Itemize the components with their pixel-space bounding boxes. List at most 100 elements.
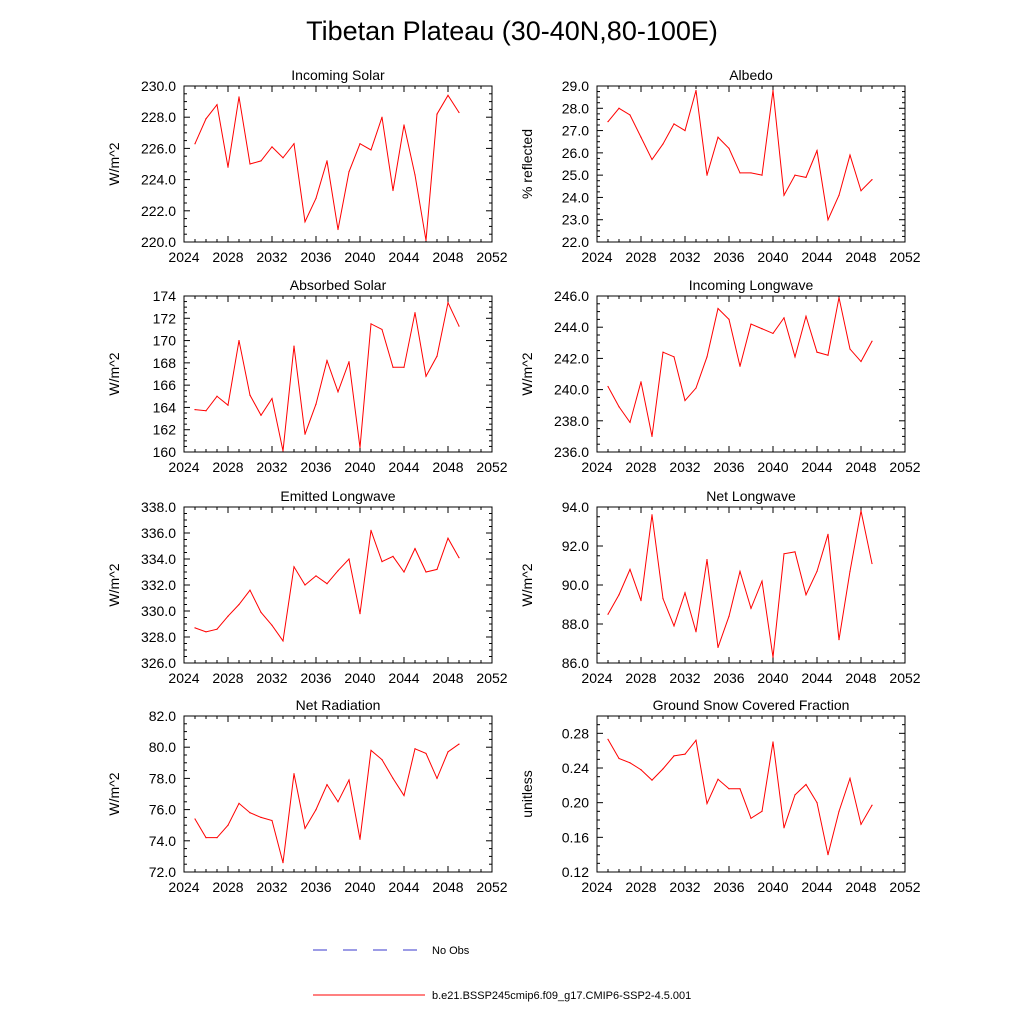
- y-axis-label: W/m^2: [106, 772, 122, 815]
- data-point: [860, 823, 862, 825]
- data-point: [838, 810, 840, 812]
- data-point: [370, 323, 372, 325]
- y-tick-label: 90.0: [562, 577, 589, 593]
- data-point: [315, 575, 317, 577]
- series-line: [194, 743, 460, 863]
- panel-title: Incoming Longwave: [689, 277, 814, 293]
- data-point: [871, 340, 873, 342]
- data-point: [860, 190, 862, 192]
- data-point: [794, 174, 796, 176]
- y-tick-label: 238.0: [554, 413, 589, 429]
- y-tick-label: 172: [153, 310, 177, 326]
- data-point: [227, 824, 229, 826]
- series-line: [607, 90, 873, 222]
- data-point: [717, 136, 719, 138]
- data-point: [205, 631, 207, 633]
- data-point: [238, 339, 240, 342]
- data-point: [717, 646, 719, 649]
- y-axis-label: W/m^2: [519, 563, 535, 606]
- y-tick-label: 88.0: [562, 616, 589, 632]
- data-point: [783, 553, 785, 555]
- data-point: [772, 741, 774, 743]
- data-point: [838, 639, 840, 641]
- data-point: [706, 559, 708, 561]
- series-line: [607, 510, 873, 658]
- x-tick-label: 2044: [388, 249, 419, 265]
- plot-frame: [183, 85, 493, 243]
- data-point: [392, 366, 394, 368]
- y-tick-label: 0.16: [562, 829, 589, 845]
- x-tick-label: 2052: [476, 670, 507, 686]
- data-point: [227, 166, 229, 168]
- legend-model-label: b.e21.BSSP245cmip6.f09_g17.CMIP6-SSP2-4.…: [432, 990, 691, 1002]
- data-point: [607, 385, 609, 388]
- y-tick-label: 25.0: [562, 167, 589, 183]
- data-point: [651, 158, 653, 161]
- data-point: [370, 749, 372, 751]
- x-tick-label: 2040: [757, 459, 788, 475]
- data-point: [860, 360, 862, 363]
- data-point: [651, 514, 653, 516]
- data-point: [249, 163, 251, 165]
- series-line: [607, 297, 873, 437]
- x-tick-label: 2024: [168, 670, 199, 686]
- data-point: [238, 603, 240, 606]
- data-point: [629, 568, 631, 571]
- data-point: [392, 777, 394, 780]
- data-point: [706, 174, 708, 176]
- data-point: [304, 221, 306, 223]
- series-line: [194, 530, 460, 643]
- data-point: [827, 354, 829, 356]
- data-point: [348, 361, 350, 363]
- data-point: [414, 548, 416, 550]
- data-point: [392, 555, 394, 558]
- data-point: [249, 589, 251, 591]
- data-point: [849, 570, 851, 572]
- panel-incoming-solar: 2024 2028 2032 2036 2040 2044 2048 2052 220.0 222…: [106, 67, 508, 265]
- data-point: [816, 570, 818, 572]
- x-tick-label: 2040: [757, 879, 788, 895]
- y-axis-label: unitless: [519, 770, 535, 817]
- legend: No Obs b.e21.BSSP245cmip6.f09_g17.CMIP6-…: [313, 945, 691, 1002]
- x-tick-label: 2036: [300, 670, 331, 686]
- data-point: [282, 157, 284, 159]
- x-tick-label: 2040: [344, 670, 375, 686]
- y-tick-label: 236.0: [554, 444, 589, 460]
- y-tick-label: 0.24: [562, 760, 589, 776]
- data-point: [629, 421, 631, 423]
- data-point: [447, 537, 449, 539]
- panel-ground-snow-covered-fraction: 2024 2028 2032 2036 2040 2044 2048 2052 0.12 0.16…: [519, 697, 921, 895]
- data-point: [326, 160, 328, 162]
- data-point: [403, 124, 405, 126]
- plot-frame: [596, 85, 906, 243]
- data-point: [315, 809, 317, 811]
- y-axis-label: W/m^2: [106, 563, 122, 606]
- data-point: [326, 784, 328, 786]
- plot-frame: [596, 295, 906, 453]
- data-point: [447, 751, 449, 753]
- data-point: [447, 302, 449, 304]
- data-point: [629, 114, 631, 116]
- x-tick-label: 2036: [713, 879, 744, 895]
- data-point: [326, 360, 328, 362]
- y-axis-label: W/m^2: [106, 352, 122, 395]
- panel-net-longwave: 2024 2028 2032 2036 2040 2044 2048 2052 86.0 88.0…: [519, 488, 921, 686]
- x-tick-label: 2028: [625, 249, 656, 265]
- data-point: [849, 154, 851, 156]
- y-tick-label: 170: [153, 333, 177, 349]
- y-tick-label: 26.0: [562, 145, 589, 161]
- data-point: [260, 414, 262, 416]
- y-tick-label: 174: [153, 288, 177, 304]
- panel-title: Incoming Solar: [291, 67, 385, 83]
- x-tick-label: 2032: [256, 459, 287, 475]
- x-tick-label: 2028: [212, 249, 243, 265]
- data-point: [827, 219, 829, 221]
- data-point: [673, 356, 675, 358]
- data-point: [315, 403, 317, 405]
- data-point: [293, 773, 295, 775]
- data-point: [662, 351, 664, 353]
- y-tick-label: 332.0: [141, 577, 176, 593]
- data-point: [194, 627, 196, 629]
- y-tick-label: 160: [153, 444, 177, 460]
- y-tick-label: 222.0: [141, 203, 176, 219]
